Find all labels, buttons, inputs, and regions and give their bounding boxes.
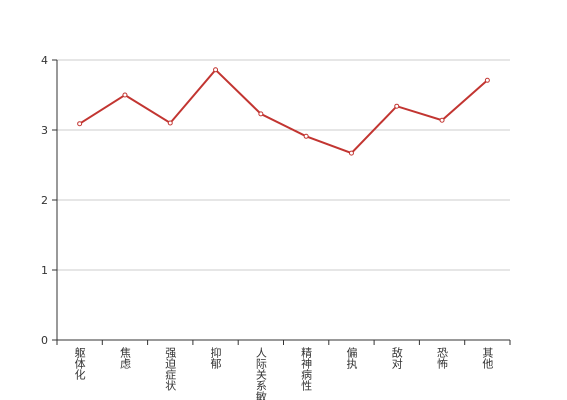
- y-tick-label: 1: [41, 264, 48, 277]
- point: [258, 111, 264, 117]
- y-tick-label: 3: [41, 124, 48, 137]
- point: [303, 133, 309, 139]
- x-tick-label: 躯体化: [73, 347, 86, 381]
- point: [167, 120, 173, 126]
- x-tick-label: 焦虑: [118, 347, 131, 369]
- x-tick-label: 人际关系敏感: [254, 347, 267, 400]
- y-tick-label: 2: [41, 194, 48, 207]
- point: [439, 117, 445, 123]
- x-tick-label: 敌对: [390, 346, 403, 369]
- x-tick-label: 精神病性: [300, 347, 313, 392]
- point: [122, 92, 128, 98]
- y-tick-label: 4: [41, 54, 48, 67]
- y-tick-label: 0: [41, 334, 48, 347]
- x-tick-label: 其他: [481, 347, 494, 369]
- x-tick-label: 恐怖: [436, 347, 449, 369]
- x-tick-label: 偏执: [345, 346, 358, 370]
- point: [348, 150, 354, 156]
- x-tick-label: 强迫症状: [164, 347, 177, 391]
- line: [79, 68, 489, 155]
- point: [213, 67, 219, 73]
- point: [394, 103, 400, 109]
- point: [77, 121, 83, 127]
- x-tick-label: 抑郁: [209, 346, 222, 369]
- point: [484, 77, 490, 83]
